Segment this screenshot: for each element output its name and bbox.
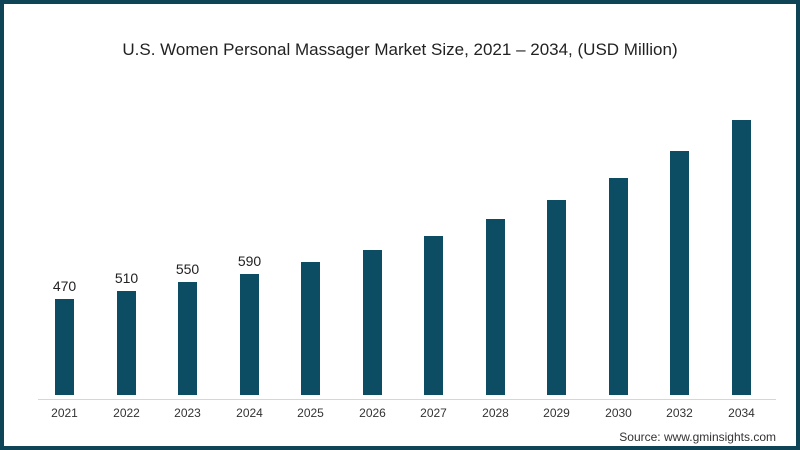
bar-2024 bbox=[240, 274, 259, 395]
bar-2030 bbox=[609, 178, 628, 395]
data-label: 550 bbox=[175, 261, 200, 277]
bar-2023 bbox=[178, 282, 197, 395]
bar-2025 bbox=[301, 262, 320, 395]
bar-2021 bbox=[55, 299, 74, 395]
x-tick-label: 2026 bbox=[359, 406, 386, 420]
chart-title: U.S. Women Personal Massager Market Size… bbox=[122, 40, 678, 59]
data-label: 590 bbox=[237, 253, 262, 269]
x-tick-label: 2030 bbox=[605, 406, 632, 420]
x-tick-label: 2023 bbox=[174, 406, 201, 420]
data-label: 470 bbox=[52, 278, 77, 294]
x-tick-label: 2021 bbox=[51, 406, 78, 420]
bar-2028 bbox=[486, 219, 505, 395]
bar-2026 bbox=[363, 250, 382, 395]
x-tick-label: 2022 bbox=[113, 406, 140, 420]
data-label: 510 bbox=[114, 270, 139, 286]
bar-2022 bbox=[117, 291, 136, 395]
x-tick-label: 2027 bbox=[420, 406, 447, 420]
bar-2027 bbox=[424, 236, 443, 395]
x-tick-label: 2034 bbox=[728, 406, 755, 420]
bar-2034 bbox=[732, 120, 751, 395]
source-note: Source: www.gminsights.com bbox=[619, 430, 776, 444]
bar-2032 bbox=[670, 151, 689, 395]
x-tick-label: 2032 bbox=[666, 406, 693, 420]
x-tick-label: 2025 bbox=[297, 406, 324, 420]
x-tick-label: 2028 bbox=[482, 406, 509, 420]
x-tick-label: 2029 bbox=[543, 406, 570, 420]
x-axis-line bbox=[38, 399, 776, 400]
bar-2029 bbox=[547, 200, 566, 395]
x-tick-label: 2024 bbox=[236, 406, 263, 420]
